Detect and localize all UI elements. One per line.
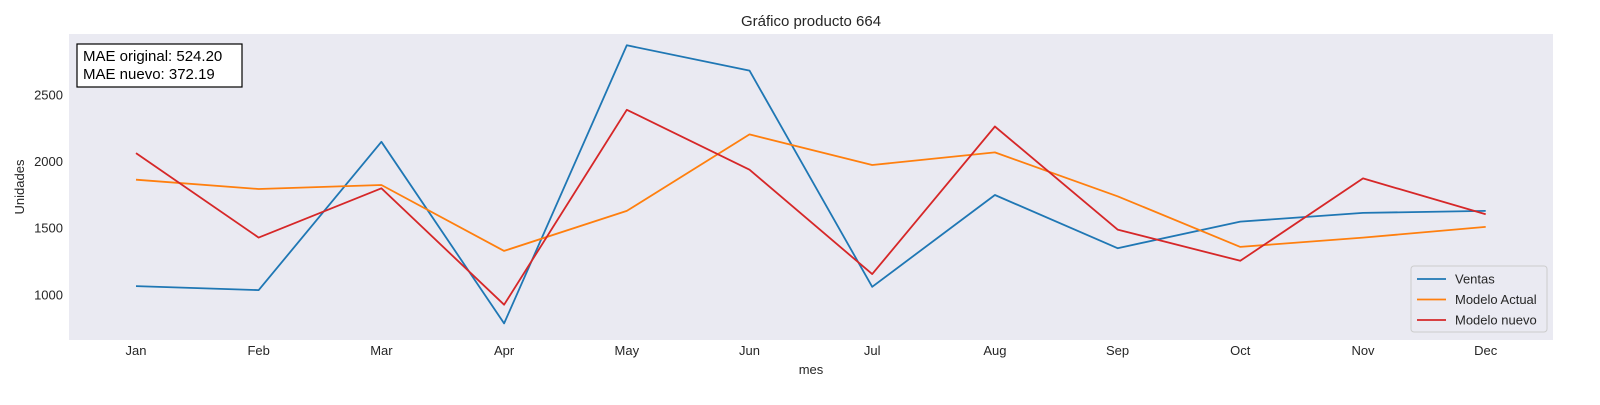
legend: Ventas Modelo Actual Modelo nuevo	[1410, 265, 1548, 333]
legend-label-modelo-nuevo: Modelo nuevo	[1455, 313, 1537, 328]
mae-original-text: MAE original: 524.20	[83, 48, 222, 65]
series-line-ventas	[135, 44, 1486, 325]
x-tick-label: Jan	[126, 343, 147, 358]
series-line-modelo-actual	[135, 133, 1486, 252]
x-tick-label: Jul	[864, 343, 881, 358]
x-tick-label: Sep	[1106, 343, 1129, 358]
mae-nuevo-text: MAE nuevo: 372.19	[83, 66, 215, 83]
x-tick-label: Mar	[370, 343, 393, 358]
legend-label-modelo-actual: Modelo Actual	[1455, 292, 1537, 307]
y-tick-label: 1500	[34, 221, 63, 236]
x-tick-label: May	[615, 343, 640, 358]
plot-area	[69, 34, 1553, 340]
x-tick-label: Apr	[494, 343, 515, 358]
x-tick-label: Aug	[983, 343, 1006, 358]
x-tick-label: Jun	[739, 343, 760, 358]
y-tick-label: 1000	[34, 287, 63, 302]
y-axis-ticks: 1000 1500 2000 2500	[34, 88, 63, 303]
x-tick-label: Nov	[1351, 343, 1375, 358]
legend-frame	[1410, 265, 1548, 333]
series-lines	[135, 44, 1486, 325]
x-tick-label: Feb	[247, 343, 269, 358]
y-axis-label: Unidades	[12, 159, 27, 214]
x-axis-label: mes	[799, 362, 824, 377]
x-tick-label: Dec	[1474, 343, 1498, 358]
mae-annotation-box: MAE original: 524.20 MAE nuevo: 372.19	[76, 43, 243, 88]
x-tick-label: Oct	[1230, 343, 1251, 358]
series-line-modelo-nuevo	[135, 108, 1486, 306]
chart-title: Gráfico producto 664	[741, 13, 881, 30]
legend-label-ventas: Ventas	[1455, 272, 1495, 287]
x-axis-ticks: Jan Feb Mar Apr May Jun Jul Aug Sep Oct Nov Dec	[126, 343, 1498, 358]
y-tick-label: 2000	[34, 154, 63, 169]
y-tick-label: 2500	[34, 88, 63, 103]
